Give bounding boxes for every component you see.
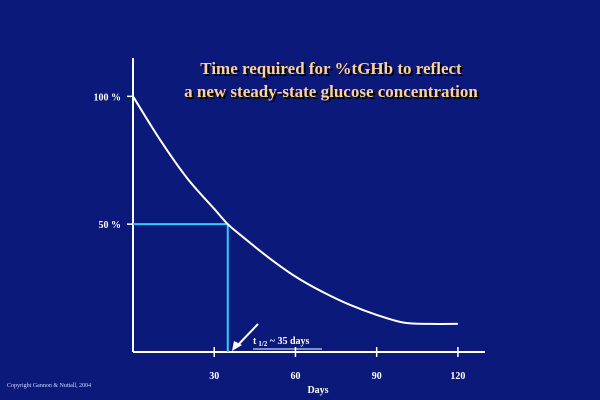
annotation-arrow-shaft — [235, 323, 259, 348]
half-life-guides — [133, 223, 229, 352]
decay-curve — [132, 95, 458, 325]
x-tick-label-90: 90 — [372, 371, 382, 382]
x-tick-label-60: 60 — [290, 371, 300, 382]
title-line-1: Time required for %tGHb to reflect — [200, 59, 462, 78]
x-axis-label: Days — [307, 385, 328, 396]
title-line-2-shadow: a new steady-state glucose concentration — [186, 84, 480, 103]
annotation-arrow-head — [232, 341, 242, 351]
x-ticks: 30 60 90 120 — [209, 347, 465, 382]
half-life-annotation: t 1/2 ~ 35 days — [232, 323, 322, 351]
title-line-2: a new steady-state glucose concentration — [184, 82, 478, 101]
half-life-label: t 1/2 ~ 35 days — [253, 336, 310, 348]
x-tick-label-120: 120 — [450, 371, 465, 382]
y-tick-label-50: 50 % — [99, 220, 122, 231]
y-ticks: 100 % 50 % — [94, 92, 133, 231]
x-tick-label-30: 30 — [209, 371, 219, 382]
title-line-1-shadow: Time required for %tGHb to reflect — [202, 61, 464, 80]
copyright-notice: Copyright Gannon & Nuttall, 2004 — [7, 383, 92, 389]
y-tick-label-100: 100 % — [94, 92, 122, 103]
chart-title: Time required for %tGHb to reflect Time … — [184, 59, 480, 103]
